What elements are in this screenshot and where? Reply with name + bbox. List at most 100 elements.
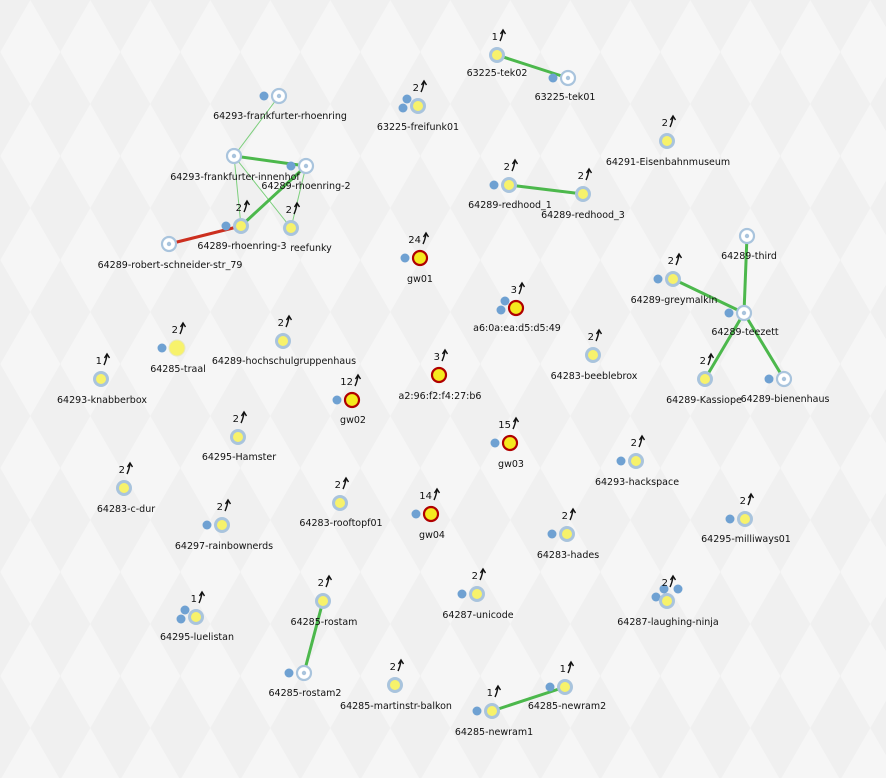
node-cdur[interactable]: 2 64283-c-dur	[97, 461, 155, 515]
link-frankfurter-innenhof-rhoenring-3[interactable]	[233, 155, 242, 227]
node-circle[interactable]	[286, 223, 296, 233]
node-rostam2[interactable]: 64285-rostam2	[269, 664, 342, 699]
node-reefunky[interactable]: 2 reefunky	[283, 201, 332, 254]
node-frankfurter-rhoenring[interactable]: 64293-frankfurter-rhoenring	[213, 87, 347, 122]
node-circle[interactable]	[236, 221, 246, 231]
link-frankfurter-innenhof-reefunky[interactable]	[233, 155, 292, 229]
node-unicode[interactable]: 2 64287-unicode	[442, 567, 514, 621]
node-redhood_3[interactable]: 2 64289-redhood_3	[541, 167, 625, 221]
node-circle[interactable]	[168, 339, 186, 357]
node-gw02[interactable]: 12 gw02	[332, 373, 366, 426]
link-greymalkin-teezett[interactable]	[671, 277, 746, 315]
link-rhoenring-2-rhoenring-3[interactable]	[239, 164, 308, 228]
node-teezett[interactable]: 64289-teezett	[711, 304, 779, 338]
link-teezett-bienenhaus[interactable]	[742, 311, 786, 381]
node-circle[interactable]	[487, 706, 497, 716]
node-circle[interactable]	[430, 366, 448, 384]
node-gw04[interactable]: 14 gw04	[411, 487, 445, 541]
node-robert[interactable]: 64289-robert-schneider-str_79	[98, 235, 243, 271]
node-rhoenring-2[interactable]: 64289-rhoenring-2	[261, 157, 351, 192]
node-hades[interactable]: 2 64283-hades	[537, 507, 599, 561]
node-hamster[interactable]: 2 64295-Hamster	[202, 410, 276, 463]
link-rhoenring-2-reefunky[interactable]	[290, 165, 307, 229]
node-kassiope[interactable]: 2 64289-Kassiope	[666, 352, 742, 406]
node-circle[interactable]	[301, 670, 307, 676]
node-bienenhaus[interactable]: 64289-bienenhaus	[741, 370, 830, 405]
node-circle[interactable]	[411, 249, 429, 267]
node-circle[interactable]	[119, 483, 129, 493]
node-third[interactable]: 64289-third	[721, 227, 777, 262]
node-circle[interactable]	[700, 374, 710, 384]
node-circle[interactable]	[492, 50, 502, 60]
node-circle[interactable]	[744, 233, 750, 239]
node-eisenbahn[interactable]: 2 64291-Eisenbahnmuseum	[606, 114, 730, 168]
node-milliways[interactable]: 2 64295-milliways01	[701, 492, 791, 545]
node-circle[interactable]	[565, 75, 571, 81]
node-rainbownerds[interactable]: 2 64297-rainbownerds	[175, 498, 273, 552]
node-a2[interactable]: 3 a2:96:f2:f4:27:b6	[399, 348, 482, 402]
node-rostam[interactable]: 2 64285-rostam	[291, 574, 358, 628]
link-third-teezett[interactable]	[742, 234, 749, 315]
node-frankfurter-innenhof[interactable]: 64293-frankfurter-innenhof	[170, 147, 300, 183]
node-newram2[interactable]: 1 64285-newram2	[528, 660, 606, 712]
node-traal[interactable]: 2 64285-traal	[150, 321, 206, 375]
node-circle[interactable]	[278, 336, 288, 346]
node-gw01[interactable]: 24 gw01	[400, 231, 433, 285]
link-teezett-kassiope[interactable]	[703, 311, 746, 381]
node-circle[interactable]	[335, 498, 345, 508]
node-circle[interactable]	[472, 589, 482, 599]
node-circle[interactable]	[233, 432, 243, 442]
node-circle[interactable]	[422, 505, 440, 523]
node-greymalkin[interactable]: 2 64289-greymalkin	[631, 252, 718, 306]
node-beeblebrox[interactable]: 2 64283-beeblebrox	[551, 328, 638, 382]
node-circle[interactable]	[588, 350, 598, 360]
node-circle[interactable]	[413, 101, 423, 111]
node-redhood_1[interactable]: 2 64289-redhood_1	[468, 158, 552, 211]
link-newram1-newram2[interactable]	[490, 685, 567, 713]
node-circle[interactable]	[560, 682, 570, 692]
node-circle[interactable]	[741, 310, 747, 316]
node-martinstr[interactable]: 2 64285-martinstr-balkon	[340, 658, 452, 712]
node-hochschul[interactable]: 2 64289-hochschulgruppenhaus	[212, 314, 356, 367]
node-knabberbox[interactable]: 1 64293-knabberbox	[57, 352, 147, 406]
node-freifunk01[interactable]: 2 63225-freifunk01	[377, 79, 459, 133]
node-circle[interactable]	[318, 596, 328, 606]
node-a6[interactable]: 3 a6:0a:ea:d5:d5:49	[473, 281, 561, 334]
node-rooftopf[interactable]: 2 64283-rooftopf01	[299, 476, 383, 529]
node-circle[interactable]	[276, 93, 282, 99]
node-rhoenring-3[interactable]: 2 64289-rhoenring-3	[197, 199, 287, 252]
client-count: 2	[700, 356, 706, 367]
node-circle[interactable]	[390, 680, 400, 690]
node-circle[interactable]	[191, 612, 201, 622]
node-newram1[interactable]: 1 64285-newram1	[455, 684, 533, 738]
link-rostam-rostam2[interactable]	[302, 599, 325, 675]
node-tek02[interactable]: 1 63225-tek02	[467, 28, 528, 79]
node-circle[interactable]	[217, 520, 227, 530]
link-frankfurter-innenhof-frankfurter-rhoenring[interactable]	[233, 95, 280, 157]
node-circle[interactable]	[504, 180, 514, 190]
node-tek01[interactable]: 63225-tek01	[535, 69, 596, 103]
node-circle[interactable]	[781, 376, 787, 382]
node-circle[interactable]	[507, 299, 525, 317]
node-circle[interactable]	[343, 391, 361, 409]
node-luelistan[interactable]: 1 64295-luelistan	[160, 590, 234, 643]
node-circle[interactable]	[231, 153, 237, 159]
node-circle[interactable]	[303, 163, 309, 169]
node-circle[interactable]	[631, 456, 641, 466]
node-circle[interactable]	[740, 514, 750, 524]
node-gw03[interactable]: 15 gw03	[490, 416, 524, 470]
node-circle[interactable]	[578, 189, 588, 199]
link-tek02-tek01[interactable]	[495, 53, 570, 80]
node-circle[interactable]	[501, 434, 519, 452]
node-circle[interactable]	[562, 529, 572, 539]
link-redhood_1-redhood_3[interactable]	[507, 183, 585, 196]
node-laughing[interactable]: 2 64287-laughing-ninja	[617, 574, 719, 628]
node-circle[interactable]	[662, 136, 672, 146]
node-circle[interactable]	[96, 374, 106, 384]
node-circle[interactable]	[668, 274, 678, 284]
node-circle[interactable]	[166, 241, 172, 247]
node-hackspace[interactable]: 2 64293-hackspace	[595, 434, 679, 488]
node-circle[interactable]	[662, 596, 672, 606]
